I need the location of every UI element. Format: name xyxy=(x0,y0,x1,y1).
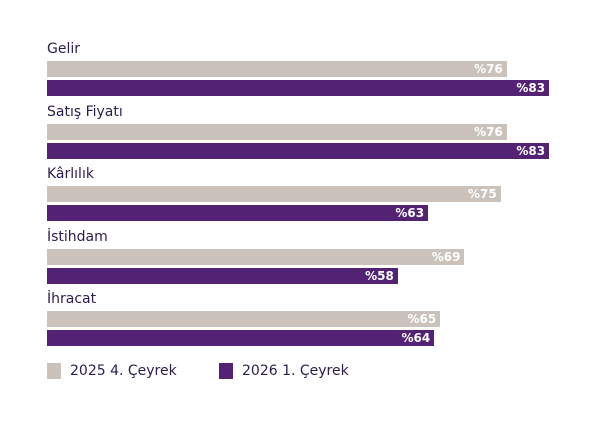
legend-label-2025-q4: 2025 4. Çeyrek xyxy=(70,363,177,379)
bar-2026-q1 xyxy=(47,330,435,347)
data-label: %76 xyxy=(474,62,503,76)
bar-2025-q4 xyxy=(47,61,507,77)
bar-2026-q1 xyxy=(47,142,550,159)
bar-2025-q4 xyxy=(47,248,465,265)
data-label: %83 xyxy=(516,143,546,158)
bar-2026-q1 xyxy=(47,80,550,96)
bar-2025-q4 xyxy=(47,123,507,140)
category-label: Kârlılık xyxy=(47,166,94,183)
data-label: %83 xyxy=(516,81,546,95)
data-label: %76 xyxy=(474,124,503,139)
bar-2026-q1 xyxy=(47,205,429,222)
bar-2025-q4 xyxy=(47,311,441,328)
data-label: %69 xyxy=(431,249,461,264)
category-label: Satış Fiyatı xyxy=(47,103,123,120)
legend-swatch-2025-q4 xyxy=(47,363,61,379)
data-label: %58 xyxy=(365,268,394,283)
data-label: %64 xyxy=(401,331,431,346)
bar-2026-q1 xyxy=(47,267,398,284)
legend-item-2025-q4: 2025 4. Çeyrek xyxy=(47,363,177,379)
data-label: %75 xyxy=(468,187,497,202)
legend-swatch-2026-q1 xyxy=(219,363,233,379)
category-label: İstihdam xyxy=(47,228,108,245)
legend-label-2026-q1: 2026 1. Çeyrek xyxy=(242,363,349,379)
category-label: İhracat xyxy=(47,291,97,308)
legend-item-2026-q1: 2026 1. Çeyrek xyxy=(219,363,349,379)
data-label: %65 xyxy=(407,312,437,327)
category-label: Gelir xyxy=(47,41,80,57)
data-label: %63 xyxy=(395,206,425,221)
bar-2025-q4 xyxy=(47,186,501,203)
